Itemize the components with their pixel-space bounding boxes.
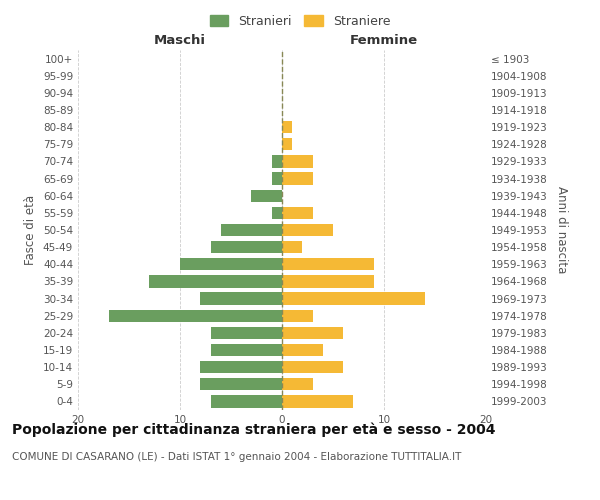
Text: Femmine: Femmine: [350, 34, 418, 48]
Y-axis label: Fasce di età: Fasce di età: [25, 195, 37, 265]
Text: Popolazione per cittadinanza straniera per età e sesso - 2004: Popolazione per cittadinanza straniera p…: [12, 422, 496, 437]
Bar: [282, 396, 353, 407]
Bar: [149, 276, 282, 287]
Bar: [211, 344, 282, 356]
Bar: [282, 326, 343, 339]
Bar: [282, 156, 313, 168]
Bar: [282, 344, 323, 356]
Bar: [282, 310, 313, 322]
Y-axis label: Anni di nascita: Anni di nascita: [554, 186, 568, 274]
Bar: [282, 172, 313, 184]
Bar: [282, 276, 374, 287]
Bar: [282, 361, 343, 374]
Bar: [109, 310, 282, 322]
Bar: [282, 258, 374, 270]
Text: COMUNE DI CASARANO (LE) - Dati ISTAT 1° gennaio 2004 - Elaborazione TUTTITALIA.I: COMUNE DI CASARANO (LE) - Dati ISTAT 1° …: [12, 452, 461, 462]
Bar: [211, 241, 282, 254]
Bar: [200, 378, 282, 390]
Bar: [180, 258, 282, 270]
Bar: [272, 206, 282, 219]
Bar: [282, 292, 425, 304]
Bar: [200, 361, 282, 374]
Bar: [272, 156, 282, 168]
Bar: [251, 190, 282, 202]
Bar: [282, 224, 333, 236]
Bar: [200, 292, 282, 304]
Bar: [282, 121, 292, 134]
Bar: [221, 224, 282, 236]
Bar: [282, 138, 292, 150]
Legend: Stranieri, Straniere: Stranieri, Straniere: [206, 11, 394, 32]
Bar: [272, 172, 282, 184]
Bar: [211, 326, 282, 339]
Text: Maschi: Maschi: [154, 34, 206, 48]
Bar: [282, 241, 302, 254]
Bar: [282, 378, 313, 390]
Bar: [211, 396, 282, 407]
Bar: [282, 206, 313, 219]
